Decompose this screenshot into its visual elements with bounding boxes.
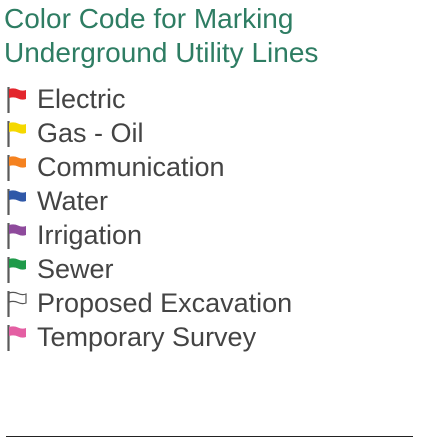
flag-icon-graphic bbox=[7, 257, 26, 283]
title-line-1: Color Code for Marking bbox=[4, 3, 294, 34]
flag-icon-graphic bbox=[7, 291, 27, 317]
flag-icon bbox=[6, 86, 28, 114]
flag-cloth bbox=[9, 88, 26, 100]
legend-item-water: Water bbox=[4, 184, 434, 218]
flag-cloth bbox=[9, 122, 26, 134]
legend-item-gas-oil: Gas - Oil bbox=[4, 116, 434, 150]
legend-label-temporary-survey: Temporary Survey bbox=[37, 322, 257, 352]
legend-label-communication: Communication bbox=[37, 152, 225, 182]
flag-cloth bbox=[9, 224, 26, 236]
legend-label-irrigation: Irrigation bbox=[37, 220, 143, 250]
legend-label-gas-oil: Gas - Oil bbox=[37, 118, 144, 148]
flag-icon-graphic bbox=[7, 121, 26, 147]
legend-item-communication: Communication bbox=[4, 150, 434, 184]
flag-icon bbox=[6, 222, 28, 250]
flag-cloth bbox=[9, 326, 26, 338]
flag-icon bbox=[6, 324, 28, 352]
flag-icon-graphic bbox=[7, 87, 26, 113]
flag-icon bbox=[6, 188, 28, 216]
flag-icon bbox=[6, 120, 28, 148]
legend-label-electric: Electric bbox=[37, 84, 126, 114]
title-line-2: Underground Utility Lines bbox=[4, 37, 319, 68]
flag-icon bbox=[6, 256, 28, 284]
flag-icon bbox=[6, 154, 28, 182]
flag-icon bbox=[6, 290, 28, 318]
legend-item-sewer: Sewer bbox=[4, 252, 434, 286]
page-title: Color Code for Marking Underground Utili… bbox=[4, 2, 318, 70]
legend-item-temporary-survey: Temporary Survey bbox=[4, 320, 434, 354]
flag-cloth bbox=[9, 258, 26, 270]
legend-label-water: Water bbox=[37, 186, 109, 216]
divider-line bbox=[6, 436, 413, 437]
legend-label-proposed-excavation: Proposed Excavation bbox=[37, 288, 293, 318]
flag-cloth bbox=[9, 190, 26, 202]
flag-icon-graphic bbox=[7, 223, 26, 249]
flag-icon-graphic bbox=[7, 325, 26, 351]
flag-cloth bbox=[8, 291, 27, 305]
legend-item-proposed-excavation: Proposed Excavation bbox=[4, 286, 434, 320]
flag-cloth bbox=[9, 156, 26, 168]
color-legend: Electric Gas - Oil Communication Water I… bbox=[4, 82, 434, 354]
legend-label-sewer: Sewer bbox=[37, 254, 114, 284]
flag-icon-graphic bbox=[7, 155, 26, 181]
legend-item-electric: Electric bbox=[4, 82, 434, 116]
flag-icon-graphic bbox=[7, 189, 26, 215]
legend-item-irrigation: Irrigation bbox=[4, 218, 434, 252]
